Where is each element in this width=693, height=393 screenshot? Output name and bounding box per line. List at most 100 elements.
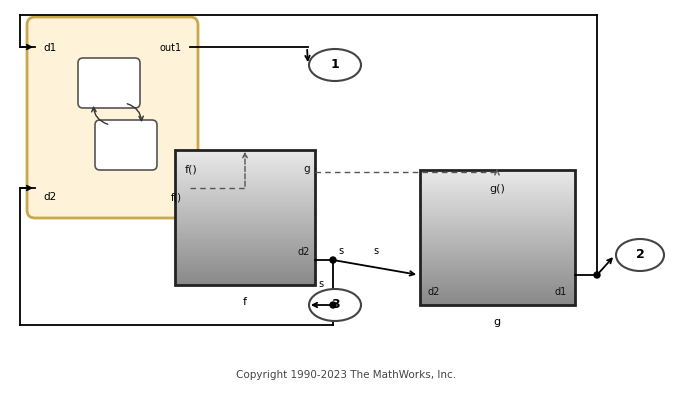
Bar (420, 237, 575, 239)
Text: d2: d2 (43, 192, 56, 202)
Bar (175, 211, 315, 213)
Bar (420, 212, 575, 214)
Bar (175, 185, 315, 187)
Text: Copyright 1990-2023 The MathWorks, Inc.: Copyright 1990-2023 The MathWorks, Inc. (236, 370, 456, 380)
FancyBboxPatch shape (78, 58, 140, 108)
Bar (420, 206, 575, 207)
Bar (420, 232, 575, 234)
Bar (175, 260, 315, 261)
Bar (175, 206, 315, 208)
Bar (175, 251, 315, 253)
Bar (175, 192, 315, 194)
Bar (175, 278, 315, 280)
Bar (175, 180, 315, 182)
Bar (175, 217, 315, 219)
Bar (420, 280, 575, 281)
Bar (175, 258, 315, 260)
Bar (175, 236, 315, 238)
Bar (420, 298, 575, 300)
Bar (420, 244, 575, 246)
Bar (175, 241, 315, 243)
Bar (420, 278, 575, 280)
Bar (175, 239, 315, 241)
Bar (420, 293, 575, 295)
Bar (420, 214, 575, 216)
Bar (420, 197, 575, 199)
Bar (175, 233, 315, 234)
Bar (175, 250, 315, 251)
Bar (420, 275, 575, 276)
Bar (420, 192, 575, 194)
Text: f: f (243, 297, 247, 307)
Bar (420, 177, 575, 178)
Bar (420, 256, 575, 258)
Bar (420, 283, 575, 285)
Bar (420, 270, 575, 271)
Bar (420, 224, 575, 226)
Bar (420, 259, 575, 261)
Bar (175, 197, 315, 199)
Text: g(): g() (489, 184, 505, 194)
Bar (175, 189, 315, 191)
Bar (175, 187, 315, 189)
Bar (175, 246, 315, 248)
Bar (175, 160, 315, 162)
Bar (175, 238, 315, 239)
Text: 2: 2 (635, 248, 644, 261)
Bar (420, 292, 575, 293)
Bar (175, 202, 315, 204)
Bar (420, 271, 575, 273)
Bar (420, 182, 575, 184)
Bar (420, 175, 575, 177)
Bar (175, 228, 315, 229)
Bar (175, 244, 315, 246)
Bar (420, 242, 575, 244)
Bar (420, 194, 575, 195)
Bar (175, 275, 315, 277)
Bar (420, 253, 575, 254)
Bar (175, 155, 315, 157)
Bar (420, 231, 575, 232)
Ellipse shape (616, 239, 664, 271)
Bar (420, 189, 575, 190)
Bar (420, 202, 575, 204)
Bar (420, 173, 575, 175)
Bar (420, 273, 575, 275)
Circle shape (330, 302, 336, 308)
Bar (420, 228, 575, 229)
Bar (175, 165, 315, 167)
Bar (420, 258, 575, 259)
Bar (175, 283, 315, 285)
Bar (175, 224, 315, 226)
Bar (420, 268, 575, 270)
Bar (420, 295, 575, 297)
Bar (420, 180, 575, 182)
Bar (175, 172, 315, 174)
Bar (420, 220, 575, 222)
Bar (175, 219, 315, 221)
Bar (175, 255, 315, 256)
Bar (175, 268, 315, 270)
Bar (420, 300, 575, 301)
Text: 1: 1 (331, 59, 340, 72)
Bar (420, 207, 575, 209)
Bar (175, 266, 315, 268)
Text: d2: d2 (297, 247, 310, 257)
Bar (420, 249, 575, 251)
Bar (175, 153, 315, 155)
Bar (420, 195, 575, 197)
Ellipse shape (309, 49, 361, 81)
Circle shape (594, 272, 600, 278)
Bar (175, 158, 315, 160)
Bar (175, 167, 315, 169)
Bar (175, 162, 315, 163)
Bar (175, 182, 315, 184)
Bar (175, 280, 315, 282)
Bar (420, 229, 575, 231)
Bar (420, 297, 575, 298)
Bar (175, 169, 315, 170)
Bar (420, 251, 575, 253)
Bar (175, 179, 315, 180)
Bar (175, 174, 315, 175)
Bar (175, 191, 315, 192)
